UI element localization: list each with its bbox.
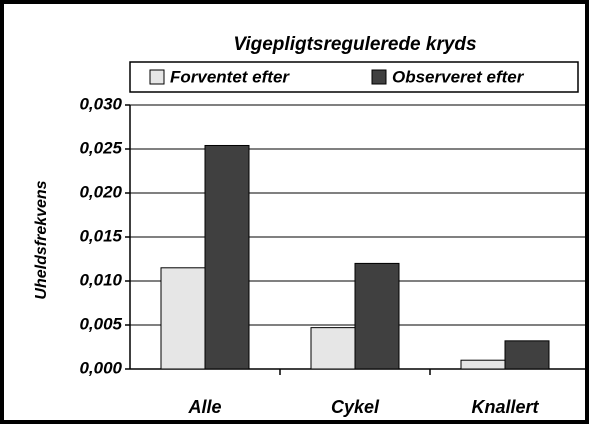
- x-tick-label: Knallert: [471, 397, 539, 417]
- legend-swatch: [149, 69, 165, 85]
- bar: [504, 340, 550, 370]
- y-tick-label: 0,010: [79, 270, 122, 289]
- legend-swatch: [371, 69, 387, 85]
- legend: [129, 61, 579, 93]
- bar: [354, 262, 400, 370]
- y-axis-label: Uheldsfrekvens: [33, 180, 50, 299]
- y-tick-label: 0,030: [79, 94, 122, 113]
- y-tick-label: 0,005: [79, 314, 122, 333]
- bar: [460, 359, 506, 370]
- x-tick-label: Cykel: [331, 397, 380, 417]
- legend-label: Forventet efter: [170, 67, 290, 86]
- y-tick-label: 0,025: [79, 138, 122, 157]
- legend-label: Observeret efter: [392, 67, 525, 86]
- x-tick-label: Alle: [187, 397, 221, 417]
- bar: [160, 267, 206, 370]
- y-tick-label: 0,020: [79, 182, 122, 201]
- chart-title: Vigepligtsregulerede kryds: [233, 34, 476, 55]
- bar: [204, 144, 250, 370]
- y-tick-label: 0,015: [79, 226, 122, 245]
- bar: [310, 327, 356, 370]
- y-tick-label: 0,000: [79, 358, 122, 377]
